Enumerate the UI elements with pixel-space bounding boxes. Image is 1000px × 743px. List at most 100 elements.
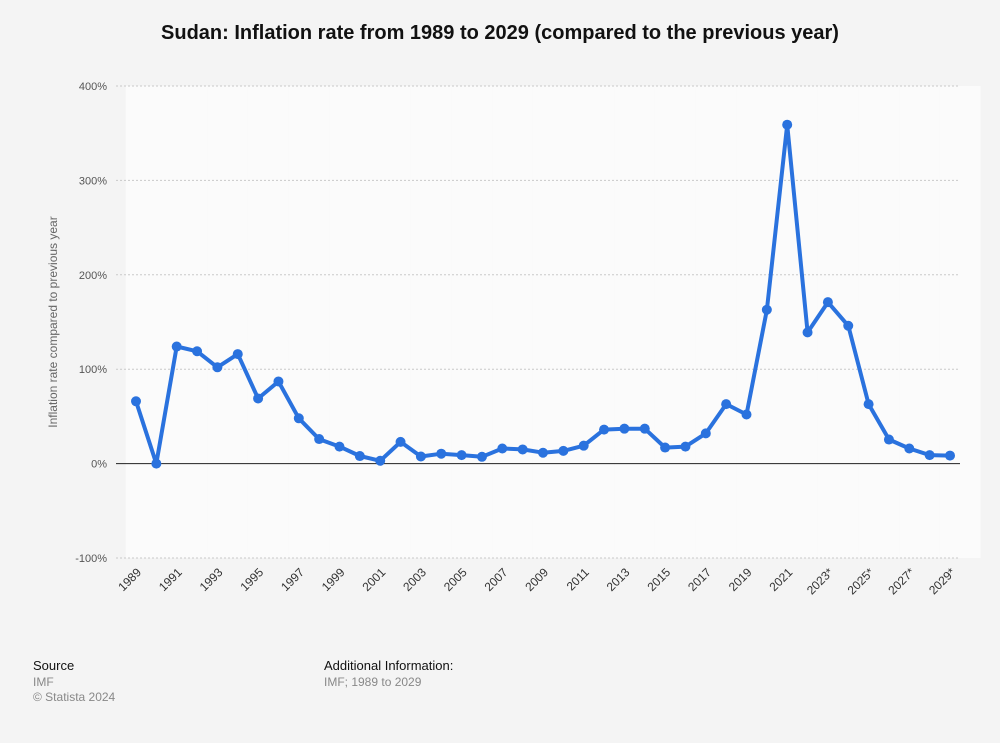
column-band <box>939 86 981 558</box>
x-tick-label: 2015 <box>644 565 673 594</box>
data-point <box>436 448 447 459</box>
y-tick-label: 100% <box>79 364 107 376</box>
column-band <box>247 86 289 558</box>
data-point <box>375 455 386 466</box>
y-axis-label: Inflation rate compared to previous year <box>46 216 60 428</box>
data-point <box>334 441 345 452</box>
data-point <box>904 443 915 454</box>
column-band <box>532 86 574 558</box>
column-band <box>451 86 493 558</box>
x-tick-label: 2021 <box>767 565 796 594</box>
data-point <box>456 450 467 461</box>
data-point <box>700 428 711 439</box>
additional-info-heading[interactable]: Additional Information: <box>324 658 454 673</box>
column-band <box>329 86 371 558</box>
data-point <box>741 409 752 420</box>
data-point <box>599 424 610 435</box>
column-bands <box>125 86 981 558</box>
column-band <box>695 86 737 558</box>
additional-info-text: IMF; 1989 to 2029 <box>324 675 422 689</box>
column-band <box>125 86 167 558</box>
data-point <box>863 399 874 410</box>
data-point <box>192 346 203 357</box>
data-point <box>415 451 426 462</box>
x-tick-label: 2029* <box>926 565 958 597</box>
x-tick-label: 2009 <box>522 565 551 594</box>
x-tick-labels: 1989 1991 1993 1995 1997 1999 2001 2003 2005 2007… <box>115 565 958 597</box>
data-point <box>212 362 223 373</box>
x-tick-label: 2025* <box>845 565 877 597</box>
data-point <box>680 441 691 452</box>
data-point <box>354 451 365 462</box>
data-point <box>151 458 162 469</box>
x-tick-label: 2005 <box>441 565 470 594</box>
data-point <box>314 434 325 445</box>
data-point <box>497 443 508 454</box>
column-band <box>573 86 615 558</box>
column-band <box>166 86 208 558</box>
column-band <box>736 86 778 558</box>
column-band <box>370 86 411 558</box>
data-point <box>802 327 813 338</box>
data-point <box>924 450 935 461</box>
data-point <box>822 297 833 308</box>
x-tick-label: 2011 <box>564 565 592 593</box>
data-point <box>639 423 650 434</box>
chart-title: Sudan: Inflation rate from 1989 to 2029 … <box>161 22 839 44</box>
column-band <box>207 86 248 558</box>
y-tick-label: 200% <box>79 270 107 282</box>
column-band <box>899 86 940 558</box>
data-point <box>476 451 487 462</box>
data-point <box>253 393 264 404</box>
source-heading: Source <box>33 658 75 673</box>
data-point <box>721 399 732 410</box>
y-tick-label: 300% <box>79 175 107 187</box>
x-tick-label: 2007 <box>482 565 511 594</box>
column-band <box>492 86 533 558</box>
data-point <box>660 442 671 453</box>
data-point <box>538 447 548 458</box>
x-tick-label: 2003 <box>400 565 429 594</box>
column-band <box>410 86 452 558</box>
x-tick-label: 2017 <box>685 565 714 594</box>
data-point <box>395 436 406 447</box>
y-tick-label: 0% <box>91 459 107 471</box>
x-tick-label: 2027* <box>885 565 917 597</box>
source-name[interactable]: IMF <box>33 675 54 689</box>
x-tick-label: 1999 <box>319 565 348 594</box>
data-point <box>131 396 141 407</box>
data-point <box>761 304 772 315</box>
data-point <box>843 320 854 331</box>
data-point <box>945 450 955 461</box>
x-tick-label: 2023* <box>804 565 836 597</box>
x-tick-label: 2001 <box>360 565 389 594</box>
data-points <box>131 119 955 469</box>
data-point <box>171 341 182 352</box>
column-band <box>654 86 696 558</box>
x-tick-label: 2019 <box>726 565 755 594</box>
data-point <box>578 440 589 451</box>
gridlines: -100% 0% 100% 200% 300% 400% <box>75 81 960 565</box>
x-tick-label: 1991 <box>156 565 185 594</box>
column-band <box>858 86 900 558</box>
additional-info-block: Additional Information: IMF; 1989 to 202… <box>324 658 453 690</box>
x-tick-label: 1993 <box>197 565 226 594</box>
y-tick-label: 400% <box>79 81 107 93</box>
data-point <box>273 376 284 387</box>
column-band <box>817 86 859 558</box>
data-point <box>883 434 894 445</box>
column-band <box>614 86 655 558</box>
column-band <box>288 86 330 558</box>
data-point <box>558 445 569 456</box>
data-point <box>517 444 528 455</box>
x-tick-label: 1997 <box>278 565 307 594</box>
x-tick-label: 2013 <box>604 565 633 594</box>
source-block: Source IMF © Statista 2024 <box>33 658 115 705</box>
x-tick-label: 1989 <box>115 565 144 594</box>
data-point <box>293 413 304 424</box>
y-tick-label: -100% <box>75 553 107 565</box>
copyright: © Statista 2024 <box>33 690 116 704</box>
x-tick-label: 1995 <box>237 565 266 594</box>
data-point <box>232 349 243 360</box>
